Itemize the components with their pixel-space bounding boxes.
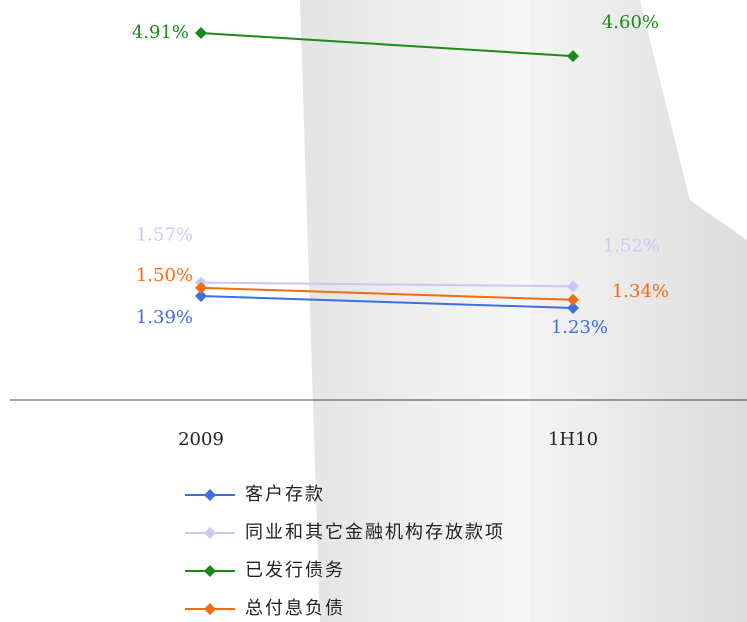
legend-label: 客户存款 [245,484,325,505]
x-tick-label: 2009 [178,429,224,450]
point-marker [567,280,579,293]
background-building [300,0,747,622]
point-marker [195,27,207,39]
series-line [200,286,574,301]
data-label: 1.50% [136,265,193,286]
data-label: 1.23% [551,317,608,338]
data-label: 1.57% [136,225,193,246]
data-label: 1.52% [603,235,660,256]
data-label: 4.91% [132,22,189,43]
x-tick-label: 1H10 [548,429,598,450]
data-label: 1.34% [612,281,669,302]
legend-label: 已发行债务 [245,560,345,581]
point-marker [567,302,579,314]
point-marker [567,293,579,306]
legend-marker [204,603,216,615]
data-label: 4.60% [602,12,659,33]
legend-label: 总付息负债 [245,598,345,619]
legend-marker [204,565,216,577]
point-marker [195,290,207,303]
data-label: 1.39% [136,307,193,328]
point-marker [567,50,579,63]
series-line [200,281,574,288]
legend-marker [204,527,216,539]
point-marker [195,281,207,294]
series-line [200,295,574,309]
legend-marker [204,489,216,501]
series-line [200,32,574,58]
legend-label: 同业和其它金融机构存放款项 [245,522,505,543]
